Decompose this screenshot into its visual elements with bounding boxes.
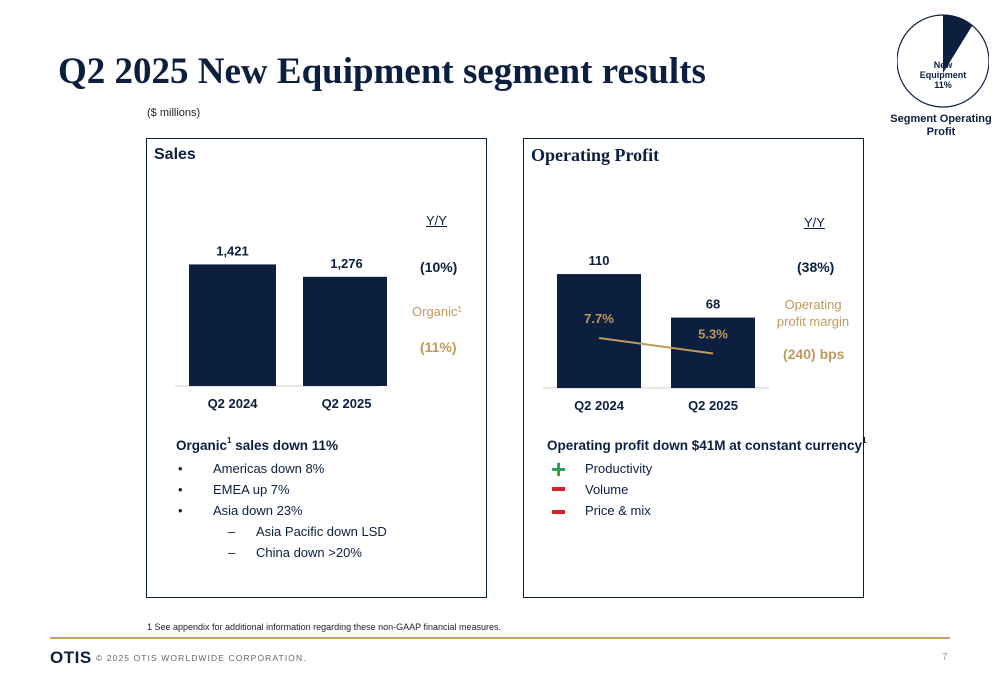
bar-value-label: 68 (706, 297, 720, 312)
minus-icon (552, 510, 565, 514)
bar-value-label: 1,421 (216, 243, 249, 258)
pie-chart (897, 14, 989, 108)
x-tick-label: Q2 2025 (688, 398, 738, 413)
sales-sub-bullet-china: China down >20% (256, 545, 362, 560)
sales-panel-title: Sales (154, 146, 196, 163)
units-label: ($ millions) (147, 107, 201, 119)
sales-bullet-asia: Asia down 23% (213, 503, 303, 518)
sales-sub-bullet-asia-pacific: Asia Pacific down LSD (256, 524, 387, 539)
profit-commentary-footnote-mark: 1 (862, 436, 867, 445)
footnote: 1 See appendix for additional informatio… (147, 622, 502, 632)
minus-icon (552, 487, 565, 491)
page-number: 7 (942, 652, 948, 663)
sales-organic-label-text: Organic (412, 304, 458, 319)
bar-value-label: 110 (589, 253, 610, 268)
profit-commentary-heading-text: Operating profit down $41M at constant c… (547, 438, 863, 453)
otis-logo: OTIS (50, 648, 92, 667)
sales-commentary-footnote-mark: 1 (227, 436, 232, 445)
pie-slice-new-equipment (943, 15, 973, 73)
bar-q2-2024 (557, 274, 641, 388)
sales-yy-value: (10%) (420, 259, 458, 275)
segment-share-pie: New Equipment 11% (893, 12, 993, 112)
sales-panel: Sales 1,421 Q2 2024 1,276 Q2 2025 Y/Y (10%)… (146, 138, 487, 598)
pie-caption-line2: Profit (926, 126, 956, 138)
x-tick-label: Q2 2025 (322, 396, 372, 411)
bullet-marker: • (178, 461, 183, 476)
pie-caption-line1: Segment Operating (890, 113, 992, 125)
plus-icon: + (551, 454, 567, 484)
pie-label-line1: New (933, 60, 953, 70)
sales-commentary-heading-post: sales down 11% (231, 438, 339, 453)
page-title: Q2 2025 New Equipment segment results (58, 51, 706, 92)
operating-profit-panel: Operating Profit 110 Q2 2024 68 Q2 2025 7.7%… (523, 138, 867, 598)
profit-margin-label: Operating profit margin (768, 296, 858, 330)
profit-margin-change: (240) bps (783, 346, 845, 362)
margin-line (598, 336, 714, 355)
bullet-marker: • (178, 482, 183, 497)
sales-bullet-emea: EMEA up 7% (213, 482, 290, 497)
bar-q2-2025 (303, 276, 387, 386)
bar-q2-2024 (189, 264, 276, 386)
sales-organic-label: Organic1 (412, 303, 462, 320)
sales-organic-footnote-mark: 1 (457, 305, 462, 314)
profit-margin-label-line1: Operating (784, 297, 842, 312)
profit-driver-volume: Volume (585, 482, 629, 497)
sales-commentary-heading: Organic1 sales down 11% (176, 436, 339, 453)
sales-commentary-heading-pre: Organic (176, 438, 228, 453)
profit-driver-price-mix: Price & mix (585, 503, 651, 518)
x-tick-label: Q2 2024 (208, 396, 259, 411)
x-tick-label: Q2 2024 (574, 398, 625, 413)
operating-profit-bar-chart: 110 Q2 2024 68 Q2 2025 7.7% 5.3% (543, 253, 769, 413)
pie-caption: Segment Operating Profit (886, 113, 996, 139)
sub-bullet-marker: – (228, 545, 236, 560)
bar-value-label: 1,276 (330, 256, 363, 271)
copyright: © 2025 OTIS WORLDWIDE CORPORATION. (96, 653, 307, 663)
profit-panel-title: Operating Profit (531, 145, 660, 165)
profit-yy-heading: Y/Y (804, 215, 825, 230)
pie-label-line3: 11% (934, 80, 952, 90)
pie-label-line2: Equipment (919, 70, 967, 80)
margin-value-label: 5.3% (698, 327, 728, 342)
sub-bullet-marker: – (228, 524, 236, 539)
margin-value-label: 7.7% (584, 311, 614, 326)
bullet-marker: • (178, 503, 183, 518)
profit-driver-productivity: Productivity (585, 461, 653, 476)
sales-bar-chart: 1,421 Q2 2024 1,276 Q2 2025 (175, 243, 387, 411)
sales-organic-value: (11%) (420, 339, 457, 355)
sales-bullet-americas: Americas down 8% (213, 461, 325, 476)
profit-yy-value: (38%) (797, 259, 835, 275)
sales-yy-heading: Y/Y (426, 213, 447, 228)
profit-commentary-heading: Operating profit down $41M at constant c… (547, 436, 867, 453)
footer-divider (50, 637, 950, 639)
profit-margin-label-line2: profit margin (776, 314, 850, 329)
